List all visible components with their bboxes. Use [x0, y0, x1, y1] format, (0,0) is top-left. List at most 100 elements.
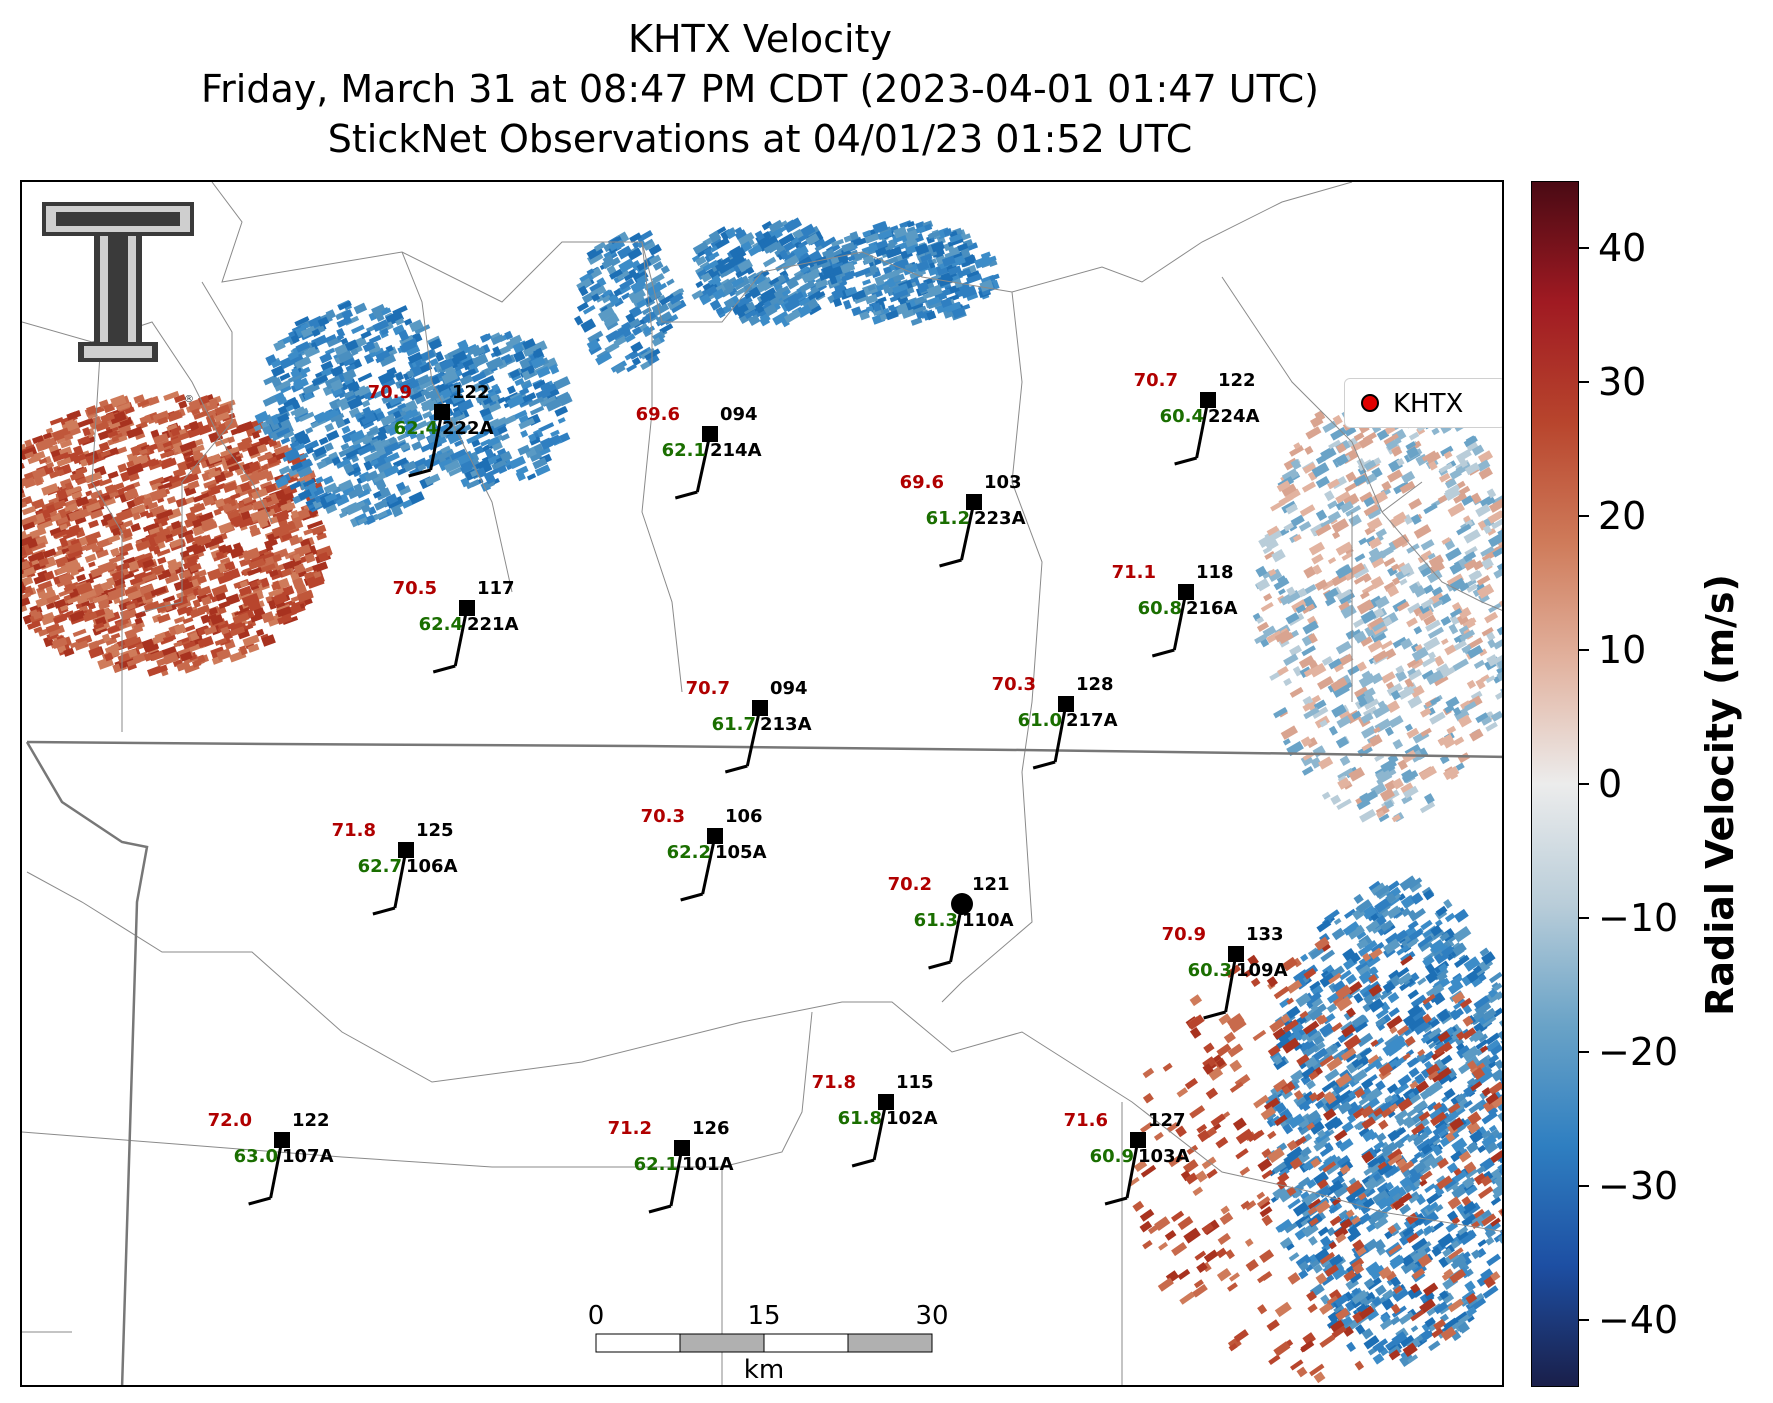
station-dewpoint: 62.7 — [358, 856, 402, 877]
station-plot[interactable]: 70.2 121 61.3 110A — [888, 874, 1014, 970]
station-id: 217A — [1066, 710, 1118, 731]
wind-barb-flag — [928, 960, 951, 970]
colorbar-tick-mark — [1579, 381, 1589, 383]
station-marker — [702, 426, 718, 442]
station-id: 101A — [682, 1154, 734, 1175]
station-plot[interactable]: 71.2 126 62.1 101A — [608, 1118, 734, 1214]
colorbar-tick-label: −40 — [1598, 1298, 1679, 1342]
station-plot[interactable]: 69.6 103 61.2 223A — [900, 472, 1026, 568]
colorbar-tick-mark — [1579, 1185, 1589, 1187]
wind-barb-flag — [674, 490, 698, 500]
station-dewpoint: 60.8 — [1138, 598, 1182, 619]
colorbar-tick-label: −10 — [1598, 896, 1679, 940]
wind-barb-staff — [701, 835, 717, 895]
wind-barb-staff — [745, 707, 762, 767]
station-wind-dir: 126 — [692, 1118, 730, 1139]
station-marker — [1058, 696, 1074, 712]
title-line-2: Friday, March 31 at 08:47 PM CDT (2023-0… — [201, 67, 1319, 111]
station-id: 109A — [1236, 960, 1288, 981]
station-plot[interactable]: 70.3 128 61.0 217A — [992, 674, 1118, 770]
map-legend: KHTX — [1344, 378, 1502, 428]
station-plot[interactable]: 70.7 122 60.4 224A — [1134, 370, 1260, 466]
station-temp: 70.2 — [888, 874, 932, 895]
station-dewpoint: 61.8 — [838, 1108, 882, 1129]
wind-barb-flag — [1174, 456, 1198, 466]
velocity-colorbar — [1531, 181, 1579, 1387]
colorbar-tick-label: 40 — [1598, 226, 1647, 270]
station-wind-dir: 122 — [1218, 370, 1256, 391]
wind-barb-staff — [1224, 953, 1238, 1013]
station-marker — [274, 1132, 290, 1148]
station-wind-dir: 117 — [477, 578, 515, 599]
station-id: 103A — [1138, 1146, 1190, 1167]
station-plot[interactable]: 70.7 094 61.7 213A — [686, 678, 812, 774]
station-plot[interactable]: 70.9 133 60.3 109A — [1162, 924, 1288, 1020]
station-wind-dir: 122 — [292, 1110, 330, 1131]
station-id: 213A — [760, 714, 812, 735]
wind-barb-flag — [680, 892, 704, 902]
station-wind-dir: 103 — [984, 472, 1022, 493]
station-wind-dir: 106 — [725, 806, 763, 827]
station-plot[interactable]: 70.3 106 62.2 105A — [641, 806, 767, 902]
station-id: 223A — [974, 508, 1026, 529]
station-marker — [398, 842, 414, 858]
station-temp: 70.7 — [1134, 370, 1178, 391]
station-temp: 70.9 — [368, 382, 412, 403]
station-plot[interactable]: 71.8 115 61.8 102A — [812, 1072, 938, 1168]
station-wind-dir: 125 — [416, 820, 454, 841]
station-id: 110A — [962, 910, 1014, 931]
station-marker — [966, 494, 982, 510]
wind-barb-flag — [724, 764, 748, 774]
map-panel[interactable]: 70.9 122 62.4 222A 69.6 094 62.1 214A 69.6 103 61.… — [20, 180, 1504, 1387]
colorbar-tick-label: 20 — [1598, 494, 1647, 538]
wind-barb-flag — [939, 558, 962, 568]
wind-barb-flag — [1104, 1196, 1128, 1206]
station-plot[interactable]: 71.8 125 62.7 106A — [332, 820, 458, 916]
station-temp: 69.6 — [636, 404, 680, 425]
wind-barb-staff — [393, 849, 408, 909]
station-id: 106A — [406, 856, 458, 877]
station-temp: 69.6 — [900, 472, 944, 493]
station-dewpoint: 62.4 — [419, 614, 463, 635]
station-wind-dir: 094 — [770, 678, 808, 699]
scale-label-15: 15 — [747, 1301, 780, 1331]
radar-site-marker — [951, 893, 973, 915]
station-plot[interactable]: 71.1 118 60.8 216A — [1112, 562, 1238, 658]
wind-barb-flag — [1151, 648, 1175, 658]
station-plot[interactable]: 71.6 127 60.9 103A — [1064, 1110, 1190, 1206]
station-id: 105A — [715, 842, 767, 863]
scale-unit: km — [744, 1355, 784, 1385]
title-line-3: StickNet Observations at 04/01/23 01:52 … — [327, 117, 1193, 161]
wind-barb-staff — [695, 433, 712, 493]
station-marker — [459, 600, 475, 616]
station-plot[interactable]: 69.6 094 62.1 214A — [636, 404, 762, 500]
station-marker — [752, 700, 768, 716]
station-plot[interactable]: 70.5 117 62.4 221A — [393, 578, 519, 674]
station-temp: 70.5 — [393, 578, 437, 599]
wind-barb-staff — [1125, 1139, 1140, 1199]
wind-barb-staff — [960, 501, 976, 561]
station-dewpoint: 62.1 — [634, 1154, 678, 1175]
station-plot[interactable]: 70.9 122 62.4 222A — [368, 382, 494, 478]
station-id: 214A — [710, 440, 762, 461]
station-dewpoint: 60.4 — [1160, 406, 1204, 427]
station-temp: 71.8 — [812, 1072, 856, 1093]
station-temp: 70.7 — [686, 678, 730, 699]
colorbar-tick-mark — [1579, 1319, 1589, 1321]
station-plot[interactable]: 72.0 122 63.0 107A — [208, 1110, 334, 1206]
station-wind-dir: 094 — [720, 404, 758, 425]
station-dewpoint: 61.2 — [926, 508, 970, 529]
colorbar-tick-label: 10 — [1598, 628, 1647, 672]
station-id: 222A — [442, 418, 494, 439]
wind-barb-flag — [248, 1196, 272, 1206]
colorbar-tick-mark — [1579, 515, 1589, 517]
legend-label: KHTX — [1393, 389, 1464, 419]
station-temp: 71.1 — [1112, 562, 1156, 583]
wind-barb-staff — [1053, 703, 1068, 763]
colorbar-tick-label: −30 — [1598, 1164, 1679, 1208]
colorbar-tick-label: 30 — [1598, 360, 1647, 404]
station-marker — [1130, 1132, 1146, 1148]
station-marker — [707, 828, 723, 844]
